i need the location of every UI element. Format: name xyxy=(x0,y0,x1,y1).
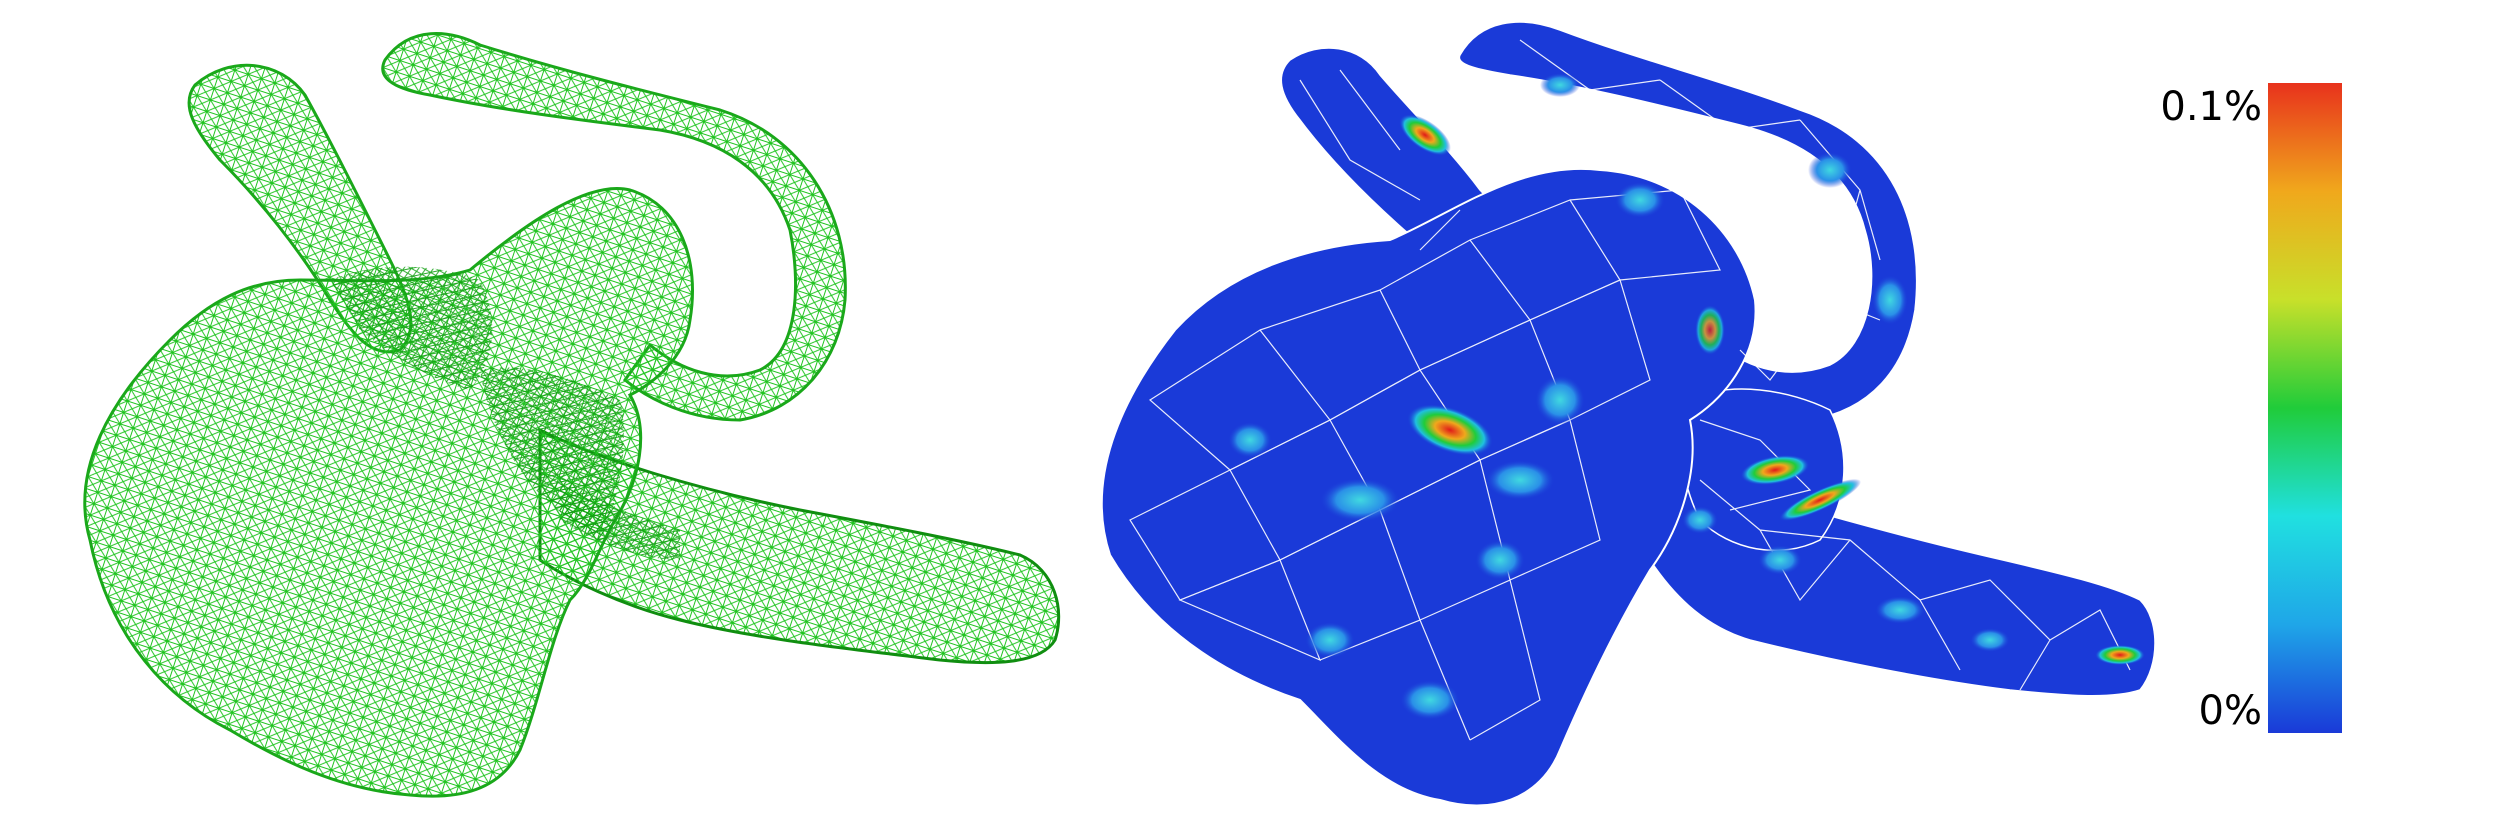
warm-spot xyxy=(1970,628,2010,652)
hotspot-hook xyxy=(1695,305,1725,355)
warm-spot xyxy=(1615,182,1665,218)
colorbar-min-label: 0% xyxy=(2199,688,2262,734)
colorbar-max-label: 0.1% xyxy=(2160,84,2262,130)
warm-spot xyxy=(1228,422,1272,458)
error-hotspots xyxy=(1228,73,2145,720)
warm-spot xyxy=(1535,375,1585,425)
warm-spot xyxy=(1872,275,1908,325)
wireframe-body xyxy=(83,187,694,798)
warm-spot xyxy=(1485,460,1555,500)
error-mesh xyxy=(1100,21,2156,807)
warm-spot xyxy=(1320,478,1400,522)
warm-spot xyxy=(1475,540,1525,580)
warm-spot xyxy=(1808,152,1852,188)
hotspot-arm-tip xyxy=(2095,645,2145,665)
hotspot-neck xyxy=(1740,454,1810,486)
hotspot-arm-upper xyxy=(1399,114,1451,156)
warm-spot xyxy=(1758,545,1802,575)
hotspot-neck-edge xyxy=(1778,478,1862,522)
hotspot-body-center xyxy=(1407,404,1493,456)
warm-spot xyxy=(1682,506,1718,534)
warm-spot xyxy=(1875,596,1925,624)
wireframe-mesh xyxy=(83,32,1061,798)
wireframe-overlap-upper xyxy=(330,266,493,390)
colorbar: 0.1% 0% xyxy=(2160,83,2342,734)
warm-spot xyxy=(1400,680,1460,720)
colorbar-gradient xyxy=(2268,83,2342,733)
mesh-edges xyxy=(1129,39,2131,741)
warm-spot xyxy=(1305,622,1355,658)
warm-spot xyxy=(1540,73,1580,97)
wireframe-arm-right xyxy=(538,427,1061,665)
wireframe-overlap-arm xyxy=(560,480,680,560)
